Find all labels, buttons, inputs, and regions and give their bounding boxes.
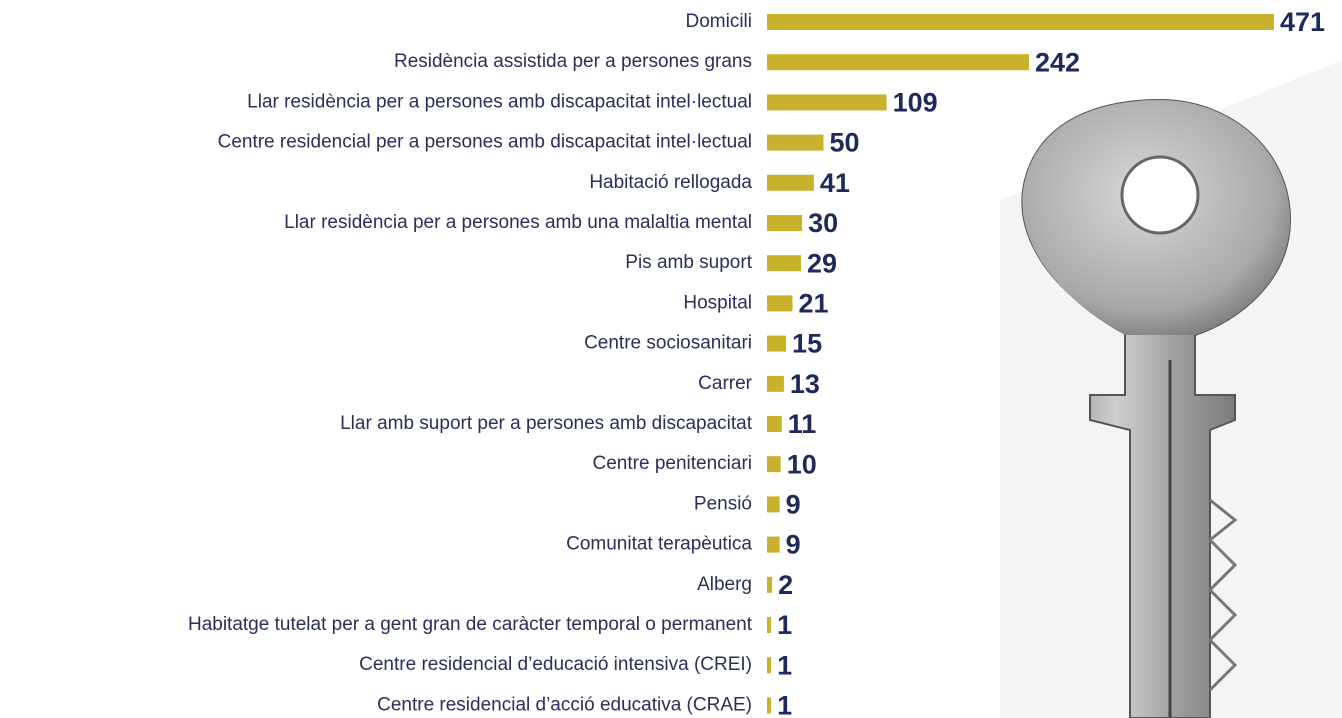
category-label: Carrer [698,373,753,394]
category-label: Hospital [683,292,752,313]
value-label: 2 [778,570,793,600]
key-illustration [1000,60,1342,718]
value-label: 109 [893,88,938,118]
value-label: 1 [777,691,792,718]
category-label: Centre sociosanitari [584,333,752,354]
value-label: 1 [777,650,792,680]
category-label: Habitatge tutelat per a gent gran de car… [188,614,753,635]
bar [767,14,1274,30]
bar [767,215,803,231]
bar [767,416,782,432]
category-label: Pis amb suport [625,252,752,273]
category-label: Centre residencial d’acció educativa (CR… [377,694,752,715]
category-label: Llar amb suport per a persones amb disca… [340,413,753,434]
bar [767,496,780,513]
bar [767,174,814,191]
category-label: Comunitat terapèutica [566,534,752,555]
bar [767,657,772,674]
bar [767,295,793,312]
value-label: 13 [790,369,820,399]
bar [767,335,787,352]
bar [767,94,887,111]
category-label: Llar residència per a persones amb una m… [284,212,752,233]
category-label: Pensió [694,493,752,514]
value-label: 21 [798,289,828,319]
category-label: Habitació rellogada [589,172,752,193]
value-label: 1 [777,610,792,640]
bar [767,536,780,553]
bar [767,375,784,392]
value-label: 29 [807,248,837,278]
bar [767,456,781,473]
value-label: 15 [792,329,822,359]
bar [767,697,772,714]
category-label: Centre residencial per a persones amb di… [218,132,752,153]
value-label: 30 [808,208,838,238]
category-label: Domicili [686,11,753,32]
value-label: 9 [786,530,801,560]
category-label: Centre penitenciari [593,453,752,474]
bar [767,576,773,593]
category-label: Residència assistida per a persones gran… [394,51,752,72]
value-label: 10 [787,449,817,479]
category-label: Centre residencial d’educació intensiva … [359,654,752,675]
bar [767,617,772,633]
bar [767,134,824,151]
value-label: 11 [788,409,817,439]
value-label: 242 [1035,47,1080,77]
value-label: 50 [830,128,860,158]
bar [767,255,802,272]
category-label: Llar residència per a persones amb disca… [247,91,752,112]
value-label: 41 [820,168,850,198]
bar [767,54,1029,71]
category-label: Alberg [697,574,752,595]
value-label: 471 [1280,7,1325,37]
value-label: 9 [786,490,801,520]
